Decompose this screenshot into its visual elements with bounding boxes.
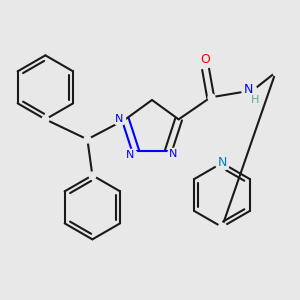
Text: N: N	[217, 157, 227, 169]
Text: H: H	[250, 95, 259, 105]
Text: N: N	[169, 149, 178, 159]
Text: N: N	[115, 114, 124, 124]
Text: O: O	[201, 53, 211, 66]
Text: N: N	[126, 150, 135, 160]
Text: N: N	[244, 83, 253, 96]
